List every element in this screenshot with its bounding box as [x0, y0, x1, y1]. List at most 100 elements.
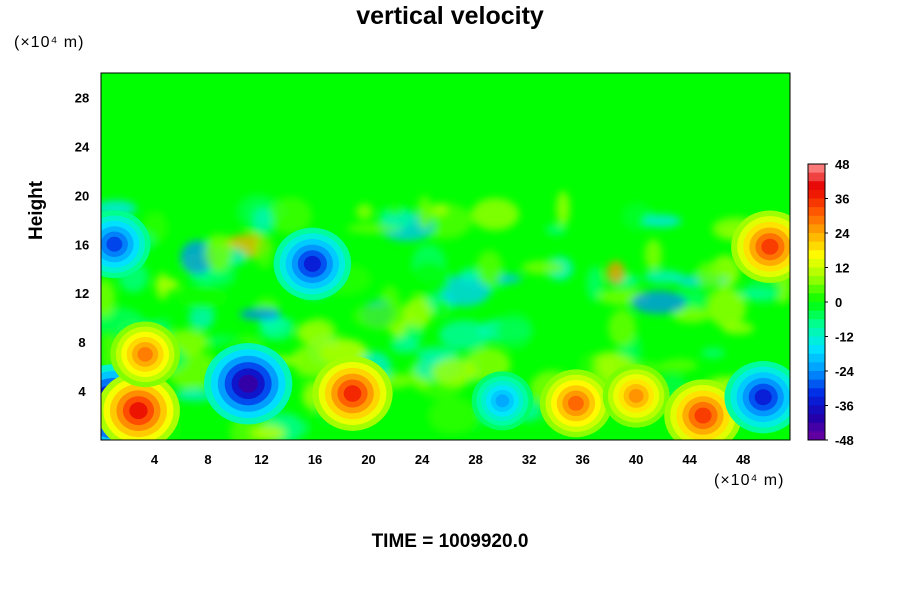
turbulence-cell	[732, 288, 777, 300]
colorbar-tick-label: 48	[835, 157, 849, 172]
feature-cell	[664, 379, 742, 440]
turbulence-cell	[207, 264, 236, 287]
turbulence-cell	[188, 305, 214, 330]
colorbar-tick-labels: 48 36 24 12 0 -12 -24 -36 -48	[825, 157, 855, 448]
colorbar-segment	[808, 345, 825, 355]
colorbar-segment	[808, 353, 825, 363]
colorbar-tick-label: 36	[835, 192, 849, 207]
turbulence-cell	[707, 288, 747, 328]
contour-band	[137, 347, 153, 362]
y-tick-label: 20	[75, 188, 89, 203]
turbulence-cell	[586, 265, 604, 302]
turbulence-cell	[176, 285, 228, 310]
velocity-field	[101, 73, 790, 440]
x-tick-label: 12	[254, 452, 268, 467]
turbulence-cell	[617, 344, 637, 359]
colorbar-segment	[808, 207, 825, 217]
x-tick-label: 44	[682, 452, 697, 467]
colorbar-segment	[808, 336, 825, 346]
colorbar-segment	[808, 267, 825, 277]
colorbar-segment	[808, 405, 825, 415]
colorbar-segment	[808, 258, 825, 268]
colorbar-segment	[808, 431, 825, 441]
colorbar-segment	[808, 215, 825, 225]
turbulence-cell	[390, 336, 420, 354]
contour-band	[628, 388, 644, 403]
plot-frame	[100, 72, 791, 441]
colorbar-segment	[808, 319, 825, 329]
colorbar-tick-label: 12	[835, 261, 849, 276]
y-tick-label: 16	[75, 237, 89, 252]
x-tick-label: 48	[736, 452, 750, 467]
colorbar-segment	[808, 302, 825, 312]
x-tick-label: 36	[575, 452, 589, 467]
turbulence-cell	[672, 307, 710, 323]
colorbar-segment	[808, 388, 825, 398]
colorbar-segment	[808, 181, 825, 191]
x-tick-label: 8	[204, 452, 211, 467]
turbulence-cell	[661, 358, 698, 372]
turbulence-cell	[155, 272, 170, 301]
turbulence-cell	[417, 195, 433, 230]
x-tick-label: 16	[308, 452, 322, 467]
feature-cell	[731, 210, 790, 283]
turbulence-cell	[606, 260, 625, 285]
colorbar-segment	[808, 164, 825, 174]
turbulence-cell	[644, 238, 663, 271]
colorbar-segment	[808, 310, 825, 320]
feature-cell	[110, 321, 180, 388]
colorbar-segment	[808, 422, 825, 432]
turbulence-cell	[631, 290, 687, 314]
turbulence-cell	[253, 208, 274, 234]
contour-band	[694, 407, 712, 424]
x-tick-label: 32	[522, 452, 536, 467]
colorbar-segment	[808, 250, 825, 260]
colorbar-segment	[808, 198, 825, 208]
feature-cell	[101, 372, 180, 440]
colorbar-segment	[808, 233, 825, 243]
feature-cell	[273, 227, 352, 301]
turbulence-cell	[608, 309, 637, 347]
y-tick-label: 8	[78, 335, 85, 350]
feature-cell	[101, 210, 151, 279]
colorbar-segment	[808, 224, 825, 234]
turbulence-cell	[259, 318, 294, 341]
colorbar-tick-label: -48	[835, 433, 854, 448]
turbulence-cell	[521, 260, 565, 275]
y-tick-label: 24	[75, 139, 90, 154]
colorbar-segment	[808, 371, 825, 381]
turbulence-cell	[355, 203, 373, 220]
turbulence-cell	[427, 396, 478, 435]
turbulence-cell	[437, 274, 491, 307]
turbulence-cell	[471, 198, 520, 231]
y-tick-label: 28	[75, 90, 89, 105]
colorbar-tick-label: -12	[835, 330, 854, 345]
colorbar-tick-label: -24	[835, 364, 855, 379]
turbulence-cell	[556, 190, 570, 226]
turbulence-cell	[352, 303, 406, 329]
feature-cell	[312, 356, 393, 431]
turbulence-cell	[642, 214, 682, 228]
feature-cell	[724, 361, 790, 434]
colorbar-segment	[808, 241, 825, 251]
contour-band	[303, 255, 321, 272]
x-tick-label: 20	[361, 452, 375, 467]
contour-band	[754, 389, 772, 406]
contour-band	[106, 236, 123, 252]
turbulence-cell	[408, 261, 450, 299]
feature-cell	[539, 369, 613, 438]
turbulence-cell	[269, 196, 313, 234]
turbulence-cell	[476, 250, 503, 286]
turbulence-cell	[459, 268, 481, 282]
chart-title: vertical velocity	[356, 2, 544, 30]
y-tick-label: 12	[75, 286, 89, 301]
colorbar-tick-label: 0	[835, 295, 842, 310]
turbulence-cell	[239, 308, 282, 321]
contour-band	[129, 402, 148, 420]
x-tick-label: 40	[629, 452, 643, 467]
turbulence-cell	[204, 235, 233, 271]
colorbar-tick-label: 24	[835, 226, 850, 241]
colorbar-segment	[808, 293, 825, 303]
x-tick-label: 4	[151, 452, 159, 467]
